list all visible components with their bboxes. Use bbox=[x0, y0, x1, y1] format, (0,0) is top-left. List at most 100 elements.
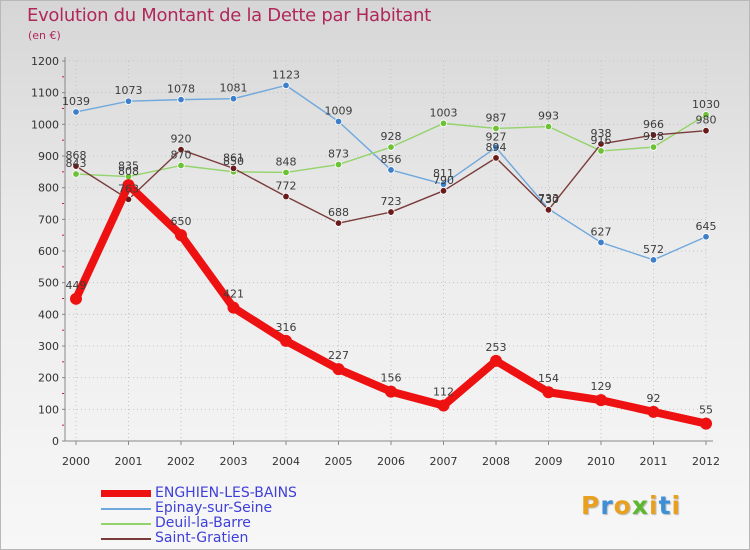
data-label: 928 bbox=[643, 130, 664, 143]
data-point bbox=[702, 233, 710, 241]
data-label: 650 bbox=[171, 215, 192, 228]
data-label: 927 bbox=[486, 130, 507, 143]
data-label: 861 bbox=[223, 151, 244, 164]
data-label: 723 bbox=[381, 195, 402, 208]
data-label: 129 bbox=[591, 380, 612, 393]
logo-letter: o bbox=[613, 491, 632, 520]
data-point bbox=[492, 124, 500, 133]
data-label: 1078 bbox=[167, 83, 195, 96]
chart-unit-label: (en €) bbox=[28, 29, 61, 42]
data-label: 645 bbox=[696, 220, 717, 233]
data-label: 790 bbox=[433, 174, 454, 187]
data-labels: 1039 1073 1078 1081 1123 1009 856 811 927 733 627 5… bbox=[62, 68, 720, 416]
data-label: 572 bbox=[643, 243, 664, 256]
data-label: 987 bbox=[486, 111, 507, 124]
data-point bbox=[597, 147, 605, 155]
data-point bbox=[702, 126, 710, 135]
data-point bbox=[597, 140, 605, 148]
data-label: 811 bbox=[433, 167, 454, 180]
data-point bbox=[334, 219, 343, 227]
data-point bbox=[177, 95, 185, 104]
data-point bbox=[72, 170, 80, 178]
data-label: 627 bbox=[591, 225, 612, 238]
data-point bbox=[280, 334, 292, 347]
data-point bbox=[649, 143, 658, 151]
data-label: 894 bbox=[486, 141, 507, 154]
data-point bbox=[544, 206, 553, 214]
legend-label: Deuil-la-Barre bbox=[155, 515, 251, 531]
data-label: 156 bbox=[381, 372, 402, 385]
y-tick-label: 1000 bbox=[31, 118, 59, 131]
data-label: 763 bbox=[118, 182, 139, 195]
axes: 0 100 200 300 400 500 600 700 800 900 1000 1100 1200… bbox=[31, 55, 720, 468]
x-tick-label: 2008 bbox=[482, 455, 510, 468]
data-label: 1009 bbox=[325, 104, 353, 117]
data-label: 993 bbox=[538, 110, 559, 123]
logo-letter: P bbox=[581, 491, 601, 520]
data-label: 980 bbox=[696, 114, 717, 127]
data-point bbox=[70, 292, 82, 305]
y-tick-label: 200 bbox=[38, 372, 59, 385]
data-point bbox=[229, 164, 238, 173]
legend: ENGHIEN-LES-BAINS Epinay-sur-Seine Deuil-l… bbox=[101, 486, 297, 546]
legend-item: Epinay-sur-Seine bbox=[101, 501, 297, 516]
legend-swatch bbox=[101, 507, 151, 510]
data-label: 1003 bbox=[430, 106, 458, 119]
series-lines bbox=[70, 81, 712, 430]
x-tick-label: 2003 bbox=[220, 455, 248, 468]
legend-swatch bbox=[101, 490, 151, 497]
x-tick-label: 2002 bbox=[167, 455, 195, 468]
data-point bbox=[649, 131, 658, 139]
data-label: 154 bbox=[538, 372, 559, 385]
data-label: 421 bbox=[223, 288, 244, 301]
data-point bbox=[385, 385, 397, 398]
grid-lines bbox=[65, 60, 709, 441]
data-point bbox=[595, 394, 607, 407]
y-tick-label: 0 bbox=[52, 435, 59, 448]
logo-letter: r bbox=[600, 491, 614, 520]
data-point bbox=[387, 143, 395, 151]
data-point bbox=[492, 143, 500, 152]
data-point bbox=[282, 168, 290, 177]
data-label: 227 bbox=[328, 349, 349, 362]
y-tick-label: 100 bbox=[38, 403, 59, 416]
data-label: 870 bbox=[171, 149, 192, 162]
data-point bbox=[282, 192, 290, 201]
data-label: 1039 bbox=[62, 95, 90, 108]
data-label: 856 bbox=[381, 153, 402, 166]
data-point bbox=[544, 122, 553, 131]
legend-label: Epinay-sur-Seine bbox=[155, 500, 273, 516]
x-tick-label: 2001 bbox=[115, 455, 143, 468]
data-label: 835 bbox=[118, 160, 139, 173]
x-tick-label: 2007 bbox=[430, 455, 458, 468]
data-point bbox=[387, 166, 395, 174]
data-point bbox=[542, 386, 555, 399]
legend-item: Saint-Gratien bbox=[101, 531, 297, 546]
data-point bbox=[702, 111, 710, 119]
data-point bbox=[282, 81, 290, 90]
x-tick-label: 2000 bbox=[62, 455, 90, 468]
data-point bbox=[647, 405, 660, 418]
chart-title: Evolution du Montant de la Dette par Hab… bbox=[27, 5, 431, 26]
data-label: 1123 bbox=[272, 68, 300, 81]
y-tick-label: 1100 bbox=[31, 87, 59, 100]
data-point bbox=[387, 208, 395, 216]
data-point bbox=[72, 162, 80, 170]
data-point bbox=[490, 354, 502, 367]
data-label: 873 bbox=[328, 148, 349, 161]
data-point bbox=[177, 145, 185, 154]
data-label: 808 bbox=[118, 165, 139, 178]
y-tick-label: 600 bbox=[38, 245, 59, 258]
data-point bbox=[439, 119, 448, 128]
data-label: 843 bbox=[66, 157, 87, 170]
data-label: 772 bbox=[276, 180, 297, 193]
data-label: 730 bbox=[538, 193, 559, 206]
data-label: 316 bbox=[276, 321, 297, 334]
x-tick-label: 2010 bbox=[587, 455, 615, 468]
y-tick-label: 300 bbox=[38, 340, 59, 353]
data-label: 733 bbox=[538, 192, 559, 205]
data-point bbox=[124, 97, 133, 105]
data-label: 449 bbox=[66, 279, 87, 292]
data-label: 253 bbox=[486, 341, 507, 354]
